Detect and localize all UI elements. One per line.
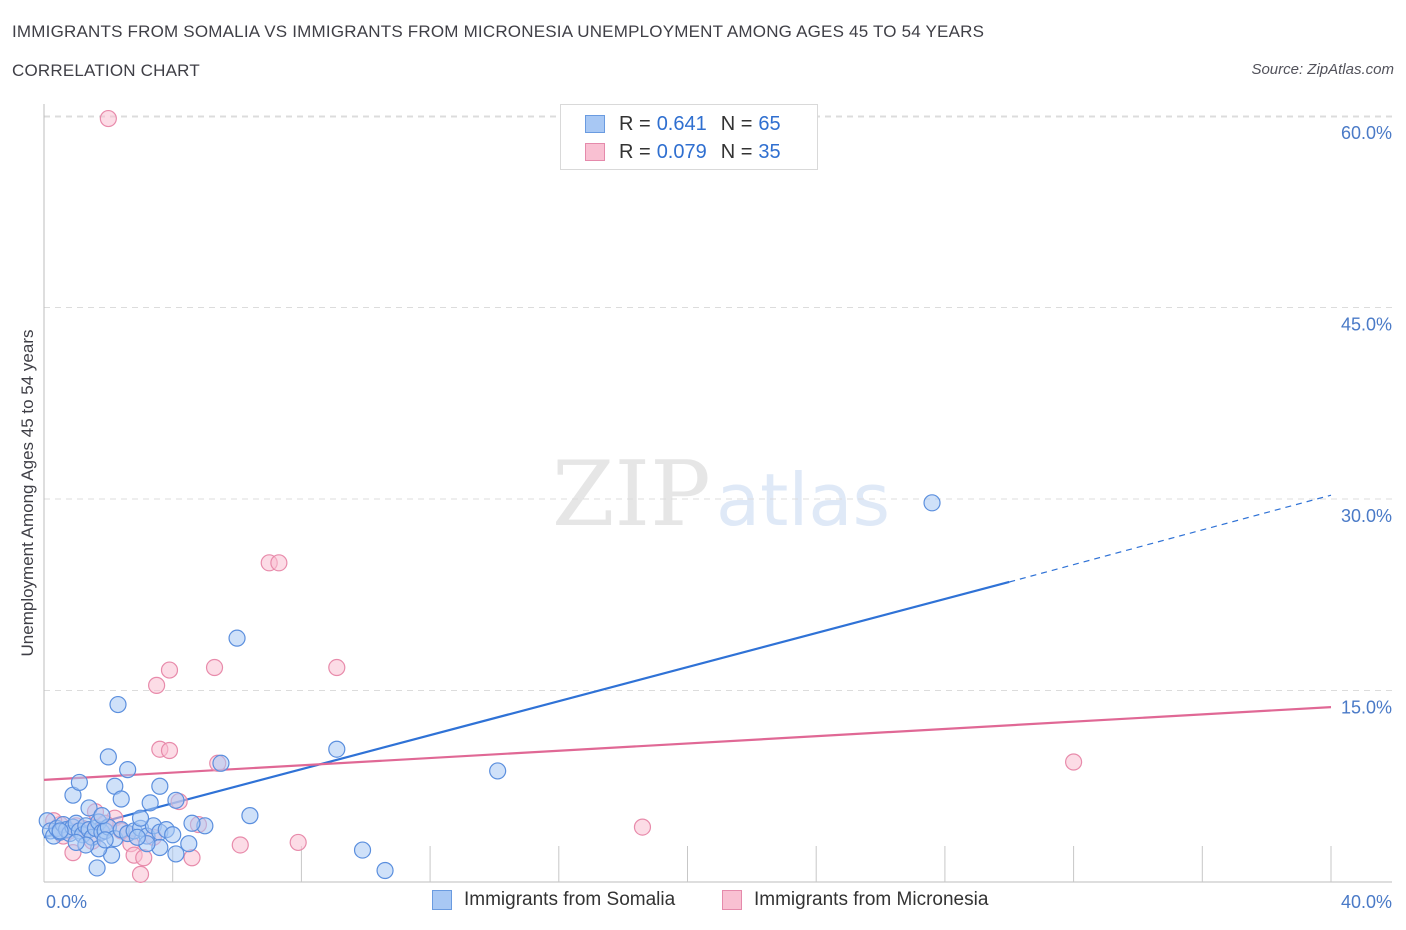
- somalia-point: [70, 773, 88, 792]
- micronesia-point: [183, 849, 201, 867]
- somalia-point: [180, 835, 198, 853]
- n-label: N =: [720, 140, 753, 163]
- somalia-point: [93, 807, 111, 825]
- somalia-point: [183, 814, 201, 832]
- n-value: 35: [758, 140, 781, 163]
- r-label: R =: [619, 112, 651, 135]
- somalia-trend-line: [43, 580, 1010, 839]
- somalia-trend-extension: [1009, 494, 1332, 583]
- somalia-point: [109, 695, 127, 714]
- legend-row-micronesia: R = 0.079 N = 35: [585, 140, 781, 164]
- somalia-point: [80, 799, 98, 817]
- somalia-point: [131, 809, 150, 827]
- somalia-point: [376, 861, 394, 880]
- somalia-point: [99, 748, 117, 766]
- y-tick-label: 60.0%: [1341, 123, 1392, 143]
- somalia-point: [167, 845, 185, 863]
- somalia-point: [241, 807, 259, 825]
- somalia-point: [96, 831, 114, 849]
- x-tick-label: 0.0%: [46, 892, 87, 912]
- legend-item-somalia: Immigrants from Somalia: [432, 889, 675, 911]
- somalia-point: [67, 833, 85, 852]
- n-label: N =: [720, 112, 753, 135]
- x-tick-label: 40.0%: [1341, 892, 1392, 912]
- somalia-legend-swatch: [432, 890, 452, 910]
- micronesia-point: [160, 661, 179, 679]
- micronesia-swatch: [585, 143, 605, 161]
- micronesia-point: [135, 849, 153, 867]
- y-tick-label: 45.0%: [1341, 315, 1392, 335]
- somalia-point: [923, 494, 941, 512]
- micronesia-point: [270, 554, 288, 572]
- legend-row-somalia: R = 0.641 N = 65: [585, 112, 781, 136]
- micronesia-point: [328, 658, 346, 677]
- micronesia-point: [160, 741, 179, 760]
- somalia-point: [51, 822, 69, 840]
- chart-subtitle: CORRELATION CHART: [12, 61, 200, 80]
- micronesia-trend-line: [43, 705, 1332, 781]
- somalia-legend-label: Immigrants from Somalia: [464, 889, 676, 910]
- somalia-point: [353, 841, 372, 859]
- r-label: R =: [619, 140, 651, 163]
- r-value: 0.079: [656, 140, 707, 163]
- watermark-atlas: atlas: [716, 458, 890, 542]
- somalia-point: [112, 790, 130, 808]
- somalia-point: [212, 754, 230, 772]
- somalia-point: [88, 859, 106, 877]
- micronesia-point: [148, 676, 166, 694]
- somalia-point: [489, 762, 507, 780]
- micronesia-point: [1064, 753, 1083, 771]
- micronesia-point: [289, 833, 307, 852]
- micronesia-point: [131, 865, 150, 883]
- y-tick-label: 30.0%: [1341, 506, 1392, 526]
- data-points: [38, 109, 1083, 883]
- watermark: ZIP atlas: [552, 442, 890, 547]
- somalia-swatch: [585, 115, 605, 133]
- stats-legend: R = 0.641 N = 65 R = 0.079 N = 35: [560, 104, 818, 170]
- watermark-zip: ZIP: [552, 442, 711, 547]
- y-axis-title: Unemployment Among Ages 45 to 54 years: [18, 330, 37, 657]
- tick-labels: 15.0% 30.0% 45.0% 60.0% 0.0% 40.0%: [46, 123, 1392, 912]
- somalia-point: [167, 791, 185, 809]
- chart-title: IMMIGRANTS FROM SOMALIA VS IMMIGRANTS FR…: [12, 22, 985, 41]
- legend-item-micronesia: Immigrants from Micronesia: [722, 889, 988, 911]
- micronesia-point: [99, 109, 117, 128]
- source-label: Source: ZipAtlas.com: [1251, 61, 1394, 78]
- r-value: 0.641: [656, 112, 707, 135]
- somalia-point: [228, 629, 246, 647]
- somalia-point: [164, 826, 182, 844]
- micronesia-point: [205, 658, 224, 677]
- trend-lines: [43, 494, 1332, 839]
- micronesia-point: [231, 836, 249, 854]
- grid: [44, 115, 1392, 691]
- somalia-point: [141, 794, 159, 812]
- y-tick-label: 15.0%: [1341, 698, 1392, 718]
- somalia-point: [328, 740, 346, 758]
- somalia-point: [128, 828, 146, 846]
- micronesia-legend-label: Immigrants from Micronesia: [754, 889, 989, 910]
- somalia-point: [151, 777, 169, 795]
- axes: [43, 104, 1392, 883]
- micronesia-legend-swatch: [722, 890, 742, 910]
- micronesia-point: [633, 818, 652, 836]
- n-value: 65: [758, 112, 781, 135]
- somalia-point: [119, 761, 137, 779]
